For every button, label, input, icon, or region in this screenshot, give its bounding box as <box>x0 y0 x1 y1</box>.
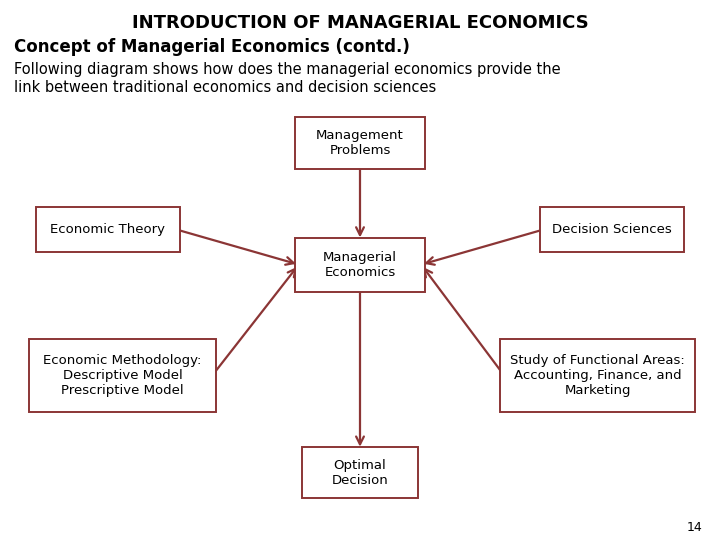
Text: INTRODUCTION OF MANAGERIAL ECONOMICS: INTRODUCTION OF MANAGERIAL ECONOMICS <box>132 14 588 31</box>
FancyBboxPatch shape <box>540 206 684 252</box>
FancyBboxPatch shape <box>29 339 216 411</box>
Text: 14: 14 <box>686 521 702 534</box>
FancyBboxPatch shape <box>302 447 418 498</box>
Text: Optimal
Decision: Optimal Decision <box>332 458 388 487</box>
FancyBboxPatch shape <box>295 117 425 168</box>
Text: Economic Theory: Economic Theory <box>50 223 166 236</box>
Text: Following diagram shows how does the managerial economics provide the
link betwe: Following diagram shows how does the man… <box>14 62 561 94</box>
Text: Economic Methodology:
Descriptive Model
Prescriptive Model: Economic Methodology: Descriptive Model … <box>43 354 202 397</box>
Text: Managerial
Economics: Managerial Economics <box>323 251 397 279</box>
FancyBboxPatch shape <box>500 339 695 411</box>
Text: Study of Functional Areas:
Accounting, Finance, and
Marketing: Study of Functional Areas: Accounting, F… <box>510 354 685 397</box>
Text: Decision Sciences: Decision Sciences <box>552 223 672 236</box>
Text: Concept of Managerial Economics (contd.): Concept of Managerial Economics (contd.) <box>14 38 410 56</box>
FancyBboxPatch shape <box>295 238 425 292</box>
FancyBboxPatch shape <box>36 206 180 252</box>
Text: Management
Problems: Management Problems <box>316 129 404 157</box>
